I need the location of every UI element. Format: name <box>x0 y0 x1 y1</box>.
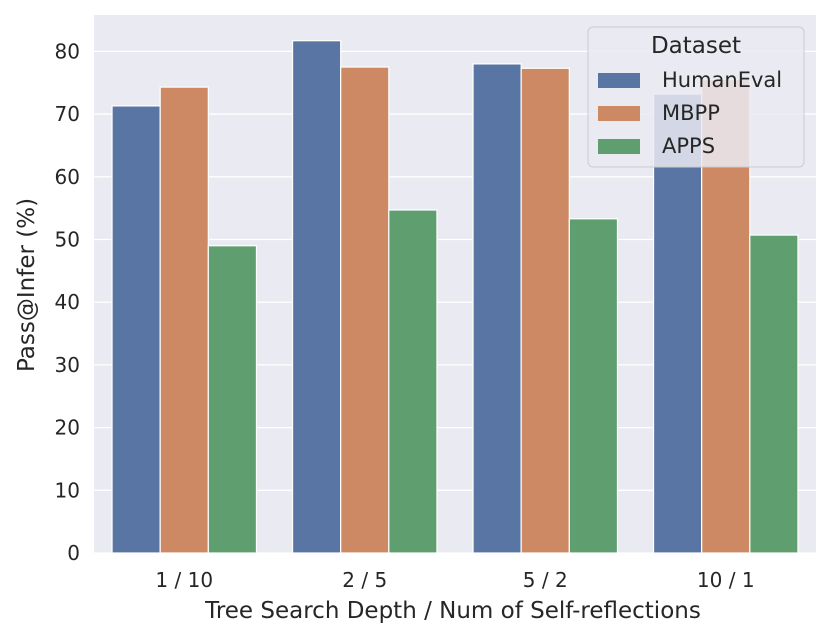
x-axis-ticks: 1 / 10 2 / 5 5 / 2 10 / 1 <box>155 568 754 592</box>
y-axis-ticks: 0 10 20 30 40 50 60 70 80 <box>55 39 80 565</box>
legend-label-humaneval: HumanEval <box>662 68 782 92</box>
y-tick-label: 30 <box>55 353 80 377</box>
x-axis-label: Tree Search Depth / Num of Self-reflecti… <box>204 598 701 624</box>
y-tick-label: 80 <box>55 39 80 63</box>
bar-humaneval-1 <box>111 105 161 554</box>
y-tick-label: 10 <box>55 478 80 502</box>
bar-mbpp-3 <box>520 67 570 554</box>
legend-box <box>587 26 805 168</box>
bar-humaneval-2 <box>291 40 342 554</box>
legend-swatch-apps <box>598 139 640 154</box>
bar-humaneval-4 <box>652 93 703 554</box>
bar-apps-4 <box>749 234 799 554</box>
x-tick-label: 10 / 1 <box>697 568 755 592</box>
legend-label-apps: APPS <box>662 134 715 158</box>
bar-mbpp-1 <box>159 86 209 554</box>
y-tick-label: 70 <box>55 102 80 126</box>
y-tick-label: 40 <box>55 290 80 314</box>
bar-apps-2 <box>388 209 438 554</box>
y-tick-label: 60 <box>55 165 80 189</box>
y-tick-label: 0 <box>67 541 80 565</box>
legend-label-mbpp: MBPP <box>662 101 720 125</box>
x-tick-label: 5 / 2 <box>523 568 568 592</box>
legend-swatch-humaneval <box>598 73 640 88</box>
legend-swatch-mbpp <box>598 106 640 121</box>
y-axis-label: Pass@Infer (%) <box>14 198 40 372</box>
bar-mbpp-2 <box>340 66 390 554</box>
legend-title: Dataset <box>651 33 741 59</box>
legend: Dataset HumanEval MBPP APPS <box>587 26 805 168</box>
bar-apps-1 <box>207 245 258 554</box>
y-tick-label: 20 <box>55 416 80 440</box>
bars <box>111 40 799 554</box>
bar-humaneval-3 <box>472 63 522 554</box>
bar-apps-3 <box>568 218 619 554</box>
x-tick-label: 1 / 10 <box>155 568 213 592</box>
x-tick-label: 2 / 5 <box>342 568 387 592</box>
y-tick-label: 50 <box>55 227 80 251</box>
